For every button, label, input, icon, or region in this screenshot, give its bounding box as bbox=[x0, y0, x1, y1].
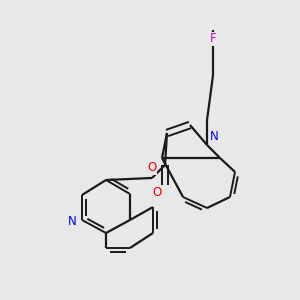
Text: O: O bbox=[147, 161, 157, 174]
Text: O: O bbox=[152, 187, 161, 200]
Text: N: N bbox=[68, 215, 77, 228]
Text: F: F bbox=[210, 32, 216, 45]
Text: N: N bbox=[210, 130, 219, 142]
